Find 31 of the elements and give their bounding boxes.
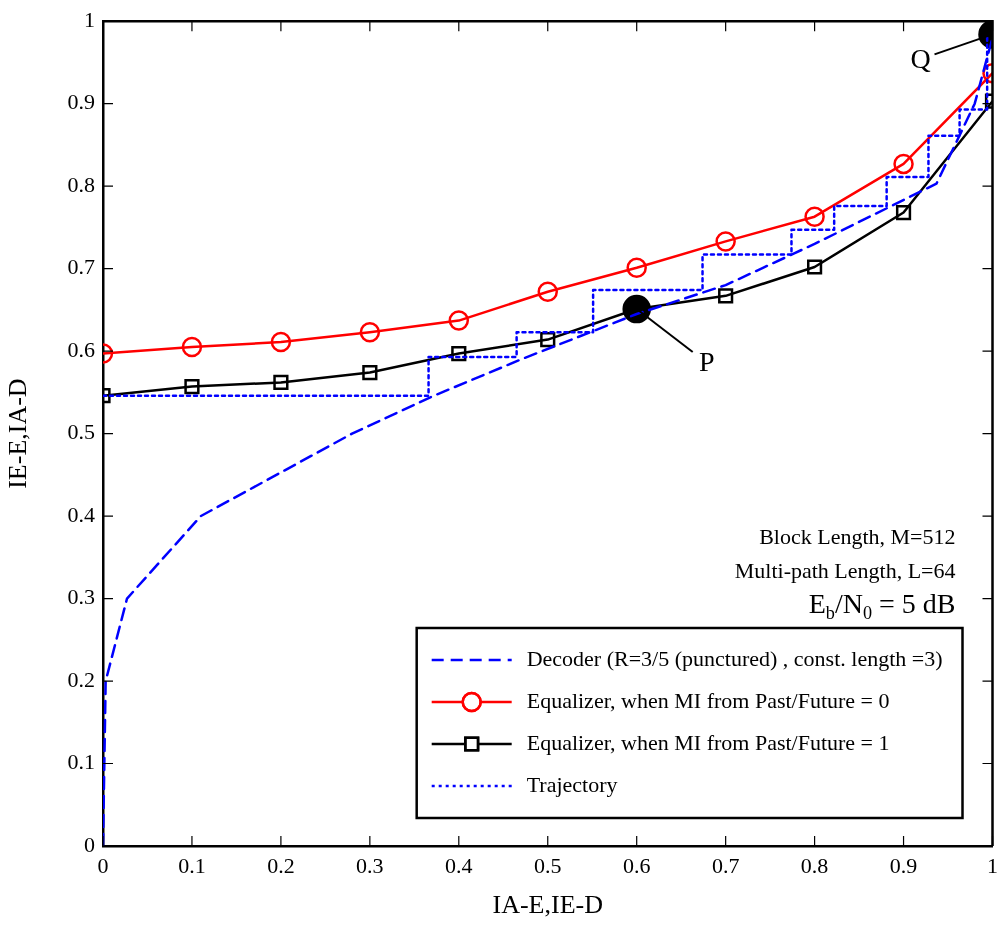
y-tick-label: 0.6 xyxy=(67,336,95,362)
y-tick-label: 0.4 xyxy=(67,501,95,527)
x-tick-label: 0.2 xyxy=(267,852,295,878)
x-tick-label: 0.1 xyxy=(178,852,206,878)
annotation: P xyxy=(698,346,715,378)
annotation: Block Length, M=512 xyxy=(759,523,956,549)
legend-label: Equalizer, when MI from Past/Future = 0 xyxy=(526,687,890,713)
legend-label: Decoder (R=3/5 (punctured) , const. length =3) xyxy=(526,645,943,671)
legend-label: Trajectory xyxy=(526,771,618,797)
x-tick-label: 0.3 xyxy=(356,852,384,878)
x-tick-label: 0.6 xyxy=(622,852,651,878)
y-tick-label: 1 xyxy=(84,6,95,32)
x-tick-label: 0.7 xyxy=(711,852,740,878)
y-tick-label: 0.3 xyxy=(67,584,95,610)
annotation: Multi-path Length, L=64 xyxy=(734,557,956,583)
y-tick-label: 0.8 xyxy=(67,171,95,197)
x-tick-label: 0.4 xyxy=(445,852,473,878)
annotation: Q xyxy=(910,42,931,74)
y-tick-label: 0.1 xyxy=(67,749,95,775)
y-tick-label: 0.5 xyxy=(67,419,95,445)
legend-label: Equalizer, when MI from Past/Future = 1 xyxy=(526,729,890,755)
x-tick-label: 0.8 xyxy=(800,852,829,878)
x-axis-title: IA-E,IE-D xyxy=(492,890,603,920)
y-tick-label: 0.9 xyxy=(67,89,95,115)
y-tick-label: 0 xyxy=(84,831,95,857)
x-tick-label: 0.9 xyxy=(889,852,918,878)
x-tick-label: 0.5 xyxy=(534,852,562,878)
x-tick-label: 1 xyxy=(987,852,998,878)
y-tick-label: 0.7 xyxy=(67,254,95,280)
y-axis-title: IE-E,IA-D xyxy=(3,378,33,489)
y-tick-label: 0.2 xyxy=(67,666,95,692)
